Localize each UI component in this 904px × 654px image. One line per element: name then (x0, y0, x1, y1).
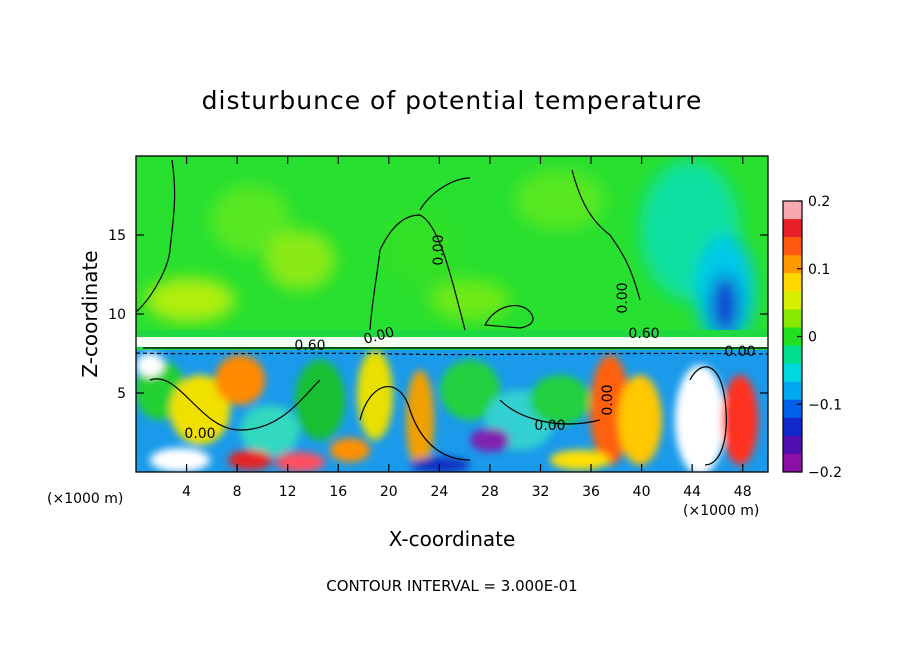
contour-labels: 0.00 0.00 0.60 0.60 0.00 0.00 0.00 0.00 0.00 (184, 234, 755, 442)
colorbar-segment (783, 237, 802, 256)
colorbar-segment (783, 201, 802, 220)
x-tick-label: 16 (329, 484, 347, 500)
x-tick-label: 32 (532, 484, 550, 500)
contour-label: 0.60 (628, 326, 659, 342)
contour-label: 0.00 (600, 384, 616, 415)
x-tick-label: 8 (233, 484, 242, 500)
colorbar-segment (783, 381, 802, 401)
y-tick-label: 5 (117, 386, 126, 402)
contour-label: 0.60 (294, 338, 325, 354)
x-tick-label: 40 (633, 484, 651, 500)
x-tick-label: 36 (582, 484, 600, 500)
contour-label: 0.00 (724, 344, 755, 360)
colorbar-segment (783, 453, 802, 473)
x-axis-label: X-coordinate (388, 527, 516, 551)
contour-label: 0.00 (184, 426, 215, 442)
colorbar-tick-label: 0.2 (808, 194, 830, 210)
colorbar-tick-label: −0.1 (808, 397, 842, 413)
colorbar-segment (783, 399, 802, 419)
colorbar-segment (783, 327, 802, 347)
colorbar-tick-label: −0.2 (808, 465, 842, 481)
colorbar-segment (783, 309, 802, 328)
x-axis-unit-right: (×1000 m) (683, 503, 760, 519)
colorbar-segment (783, 219, 802, 238)
colorbar-segment (783, 417, 802, 437)
colorbar-segment (783, 273, 802, 292)
x-tick-label: 44 (683, 484, 701, 500)
contour-label: 0.00 (362, 324, 396, 348)
contour-interval-note: CONTOUR INTERVAL = 3.000E-01 (326, 577, 578, 595)
x-tick-label: 28 (481, 484, 499, 500)
heatmap-field (136, 156, 768, 472)
colorbar-segment (783, 363, 802, 383)
colorbar-segment (783, 435, 802, 455)
x-tick-label: 48 (734, 484, 752, 500)
contour-label: 0.00 (431, 234, 447, 265)
x-tick-label: 12 (279, 484, 297, 500)
contour-label: 0.00 (534, 418, 565, 434)
contour-label: 0.00 (615, 282, 631, 313)
colorbar-tick-label: 0.1 (808, 262, 830, 278)
x-axis-unit-left: (×1000 m) (47, 491, 124, 507)
x-tick-label: 20 (380, 484, 398, 500)
x-tick-label: 4 (182, 484, 191, 500)
colorbar-segment (783, 255, 802, 274)
y-tick-label: 15 (108, 228, 126, 244)
y-tick-label: 10 (108, 307, 126, 323)
colorbar-tick-label: 0 (808, 330, 817, 346)
x-tick-label: 24 (430, 484, 448, 500)
chart-title: disturbunce of potential temperature (201, 86, 703, 115)
colorbar: 0.2 0.1 0 −0.1 −0.2 (782, 194, 842, 481)
colorbar-segment (783, 345, 802, 365)
colorbar-segment (783, 291, 802, 310)
